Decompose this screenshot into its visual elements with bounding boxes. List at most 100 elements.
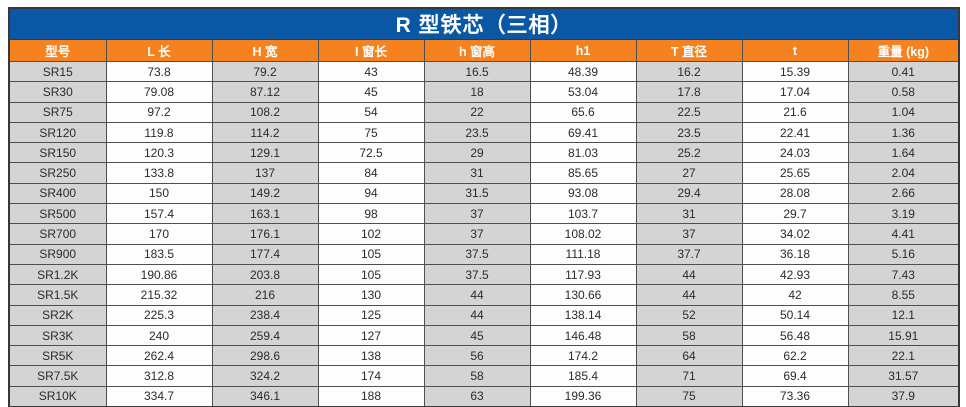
- table-title: R 型铁芯（三相）: [9, 8, 960, 40]
- column-header-3: I 窗长: [317, 39, 425, 62]
- value-cell: 216: [211, 284, 319, 306]
- value-cell: 324.2: [211, 365, 319, 387]
- value-cell: 334.7: [105, 385, 213, 407]
- model-cell: SR150: [8, 142, 107, 164]
- value-cell: 108.2: [211, 101, 319, 123]
- value-cell: 114.2: [211, 121, 319, 144]
- value-cell: 31: [423, 162, 531, 184]
- value-cell: 25.65: [741, 162, 849, 184]
- value-cell: 73.36: [741, 385, 849, 407]
- value-cell: 22: [423, 101, 531, 123]
- value-cell: 7.43: [847, 263, 960, 286]
- value-cell: 183.5: [105, 243, 213, 265]
- value-cell: 146.48: [529, 324, 637, 347]
- value-cell: 58: [423, 365, 531, 387]
- value-cell: 65.6: [529, 101, 637, 123]
- value-cell: 31.5: [423, 182, 531, 205]
- column-header-1: L 长: [105, 39, 213, 62]
- value-cell: 215.32: [105, 284, 213, 306]
- value-cell: 79.08: [105, 81, 213, 103]
- value-cell: 22.1: [847, 345, 960, 367]
- value-cell: 37.5: [423, 263, 531, 286]
- value-cell: 56.48: [741, 324, 849, 347]
- value-cell: 23.5: [423, 121, 531, 144]
- value-cell: 44: [635, 263, 743, 286]
- value-cell: 1.64: [847, 142, 960, 164]
- model-cell: SR7.5K: [8, 365, 107, 387]
- value-cell: 62.2: [741, 345, 849, 367]
- value-cell: 176.1: [211, 223, 319, 245]
- value-cell: 37: [423, 223, 531, 245]
- value-cell: 1.04: [847, 101, 960, 123]
- value-cell: 31.57: [847, 365, 960, 387]
- value-cell: 42.93: [741, 263, 849, 286]
- column-header-5: h1: [529, 39, 637, 62]
- value-cell: 71: [635, 365, 743, 387]
- model-cell: SR250: [8, 162, 107, 184]
- column-header-7: t: [741, 39, 849, 62]
- column-header-2: H 宽: [211, 39, 319, 62]
- table-row: SR250 133.8 137 84 31 85.65 27 25.65 2.04: [8, 162, 960, 184]
- value-cell: 117.93: [529, 263, 637, 286]
- value-cell: 149.2: [211, 182, 319, 205]
- value-cell: 54: [317, 101, 425, 123]
- value-cell: 190.86: [105, 263, 213, 286]
- column-header-0: 型号: [8, 39, 107, 62]
- value-cell: 105: [317, 263, 425, 286]
- value-cell: 56: [423, 345, 531, 367]
- value-cell: 259.4: [211, 324, 319, 347]
- table-row: SR10K 334.7 346.1 188 63 199.36 75 73.36 37.9: [8, 385, 960, 407]
- value-cell: 50.14: [741, 304, 849, 326]
- value-cell: 27: [635, 162, 743, 184]
- model-cell: SR700: [8, 223, 107, 245]
- value-cell: 16.2: [635, 60, 743, 83]
- value-cell: 174: [317, 365, 425, 387]
- model-cell: SR75: [8, 101, 107, 123]
- value-cell: 174.2: [529, 345, 637, 367]
- value-cell: 37: [423, 203, 531, 225]
- model-cell: SR1.5K: [8, 284, 107, 306]
- value-cell: 29.4: [635, 182, 743, 205]
- value-cell: 72.5: [317, 142, 425, 164]
- value-cell: 225.3: [105, 304, 213, 326]
- value-cell: 129.1: [211, 142, 319, 164]
- value-cell: 15.91: [847, 324, 960, 347]
- model-cell: SR500: [8, 203, 107, 225]
- value-cell: 15.39: [741, 60, 849, 83]
- value-cell: 63: [423, 385, 531, 407]
- column-header-8: 重量 (kg): [847, 39, 960, 62]
- value-cell: 29.7: [741, 203, 849, 225]
- value-cell: 75: [317, 121, 425, 144]
- value-cell: 36.18: [741, 243, 849, 265]
- value-cell: 45: [317, 81, 425, 103]
- value-cell: 97.2: [105, 101, 213, 123]
- value-cell: 262.4: [105, 345, 213, 367]
- value-cell: 18: [423, 81, 531, 103]
- value-cell: 17.8: [635, 81, 743, 103]
- value-cell: 84: [317, 162, 425, 184]
- value-cell: 42: [741, 284, 849, 306]
- table-row: SR75 97.2 108.2 54 22 65.6 22.5 21.6 1.04: [8, 101, 960, 123]
- table-row: SR5K 262.4 298.6 138 56 174.2 64 62.2 22.1: [8, 345, 960, 367]
- value-cell: 22.5: [635, 101, 743, 123]
- value-cell: 21.6: [741, 101, 849, 123]
- value-cell: 37.5: [423, 243, 531, 265]
- model-cell: SR3K: [8, 324, 107, 347]
- table-row: SR7.5K 312.8 324.2 174 58 185.4 71 69.4 31.57: [8, 365, 960, 387]
- value-cell: 73.8: [105, 60, 213, 83]
- value-cell: 103.7: [529, 203, 637, 225]
- value-cell: 120.3: [105, 142, 213, 164]
- value-cell: 3.19: [847, 203, 960, 225]
- value-cell: 93.08: [529, 182, 637, 205]
- table-row: SR120 119.8 114.2 75 23.5 69.41 23.5 22.41 1.36: [8, 121, 960, 144]
- value-cell: 79.2: [211, 60, 319, 83]
- model-cell: SR120: [8, 121, 107, 144]
- model-cell: SR5K: [8, 345, 107, 367]
- value-cell: 98: [317, 203, 425, 225]
- table-row: SR900 183.5 177.4 105 37.5 111.18 37.7 36.18 5.1…: [8, 243, 960, 265]
- table-row: SR3K 240 259.4 127 45 146.48 58 56.48 15.91: [8, 324, 960, 347]
- model-cell: SR30: [8, 81, 107, 103]
- value-cell: 94: [317, 182, 425, 205]
